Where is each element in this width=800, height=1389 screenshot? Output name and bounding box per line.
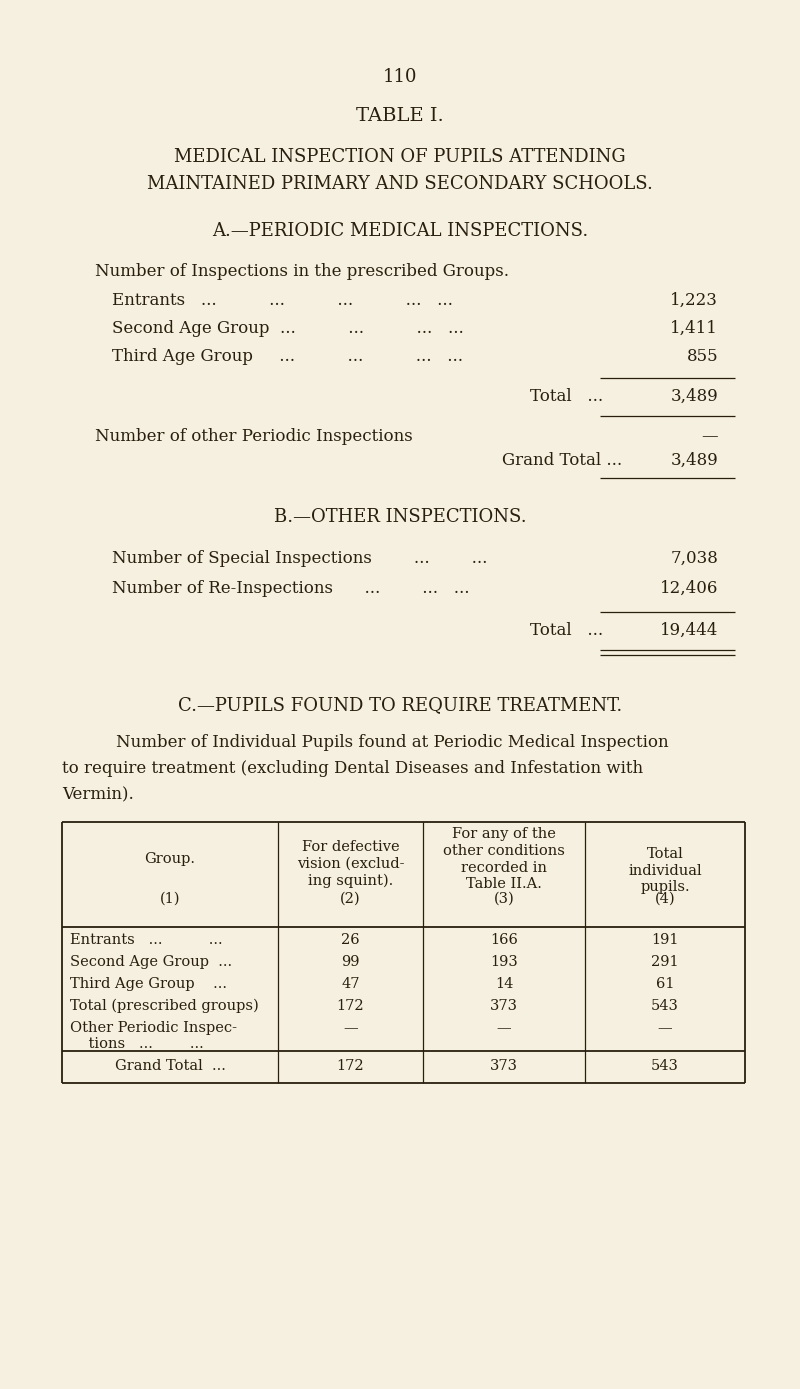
Text: 193: 193 (490, 956, 518, 970)
Text: For defective: For defective (302, 840, 399, 854)
Text: 543: 543 (651, 1058, 679, 1072)
Text: 191: 191 (651, 933, 678, 947)
Text: 1,223: 1,223 (670, 292, 718, 308)
Text: —: — (497, 1021, 511, 1035)
Text: 172: 172 (337, 999, 364, 1013)
Text: 3,489: 3,489 (670, 451, 718, 469)
Text: 12,406: 12,406 (660, 581, 718, 597)
Text: Table II.A.: Table II.A. (466, 876, 542, 890)
Text: Total   ...: Total ... (530, 388, 603, 406)
Text: (4): (4) (654, 892, 675, 906)
Text: 1,411: 1,411 (670, 319, 718, 338)
Text: Number of Individual Pupils found at Periodic Medical Inspection: Number of Individual Pupils found at Per… (95, 733, 669, 751)
Text: —: — (343, 1021, 358, 1035)
Text: Entrants   ...          ...: Entrants ... ... (70, 933, 222, 947)
Text: (1): (1) (160, 892, 180, 906)
Text: recorded in: recorded in (461, 861, 547, 875)
Text: other conditions: other conditions (443, 845, 565, 858)
Text: (3): (3) (494, 892, 514, 906)
Text: Vermin).: Vermin). (62, 786, 134, 803)
Text: 47: 47 (342, 976, 360, 990)
Text: For any of the: For any of the (452, 826, 556, 840)
Text: Group.: Group. (145, 851, 195, 865)
Text: 855: 855 (686, 349, 718, 365)
Text: Total   ...: Total ... (530, 622, 603, 639)
Text: 19,444: 19,444 (660, 622, 718, 639)
Text: A.—PERIODIC MEDICAL INSPECTIONS.: A.—PERIODIC MEDICAL INSPECTIONS. (212, 222, 588, 240)
Text: TABLE I.: TABLE I. (356, 107, 444, 125)
Text: (2): (2) (340, 892, 361, 906)
Text: Total (prescribed groups): Total (prescribed groups) (70, 999, 258, 1014)
Text: 3,489: 3,489 (670, 388, 718, 406)
Text: pupils.: pupils. (640, 881, 690, 895)
Text: 61: 61 (656, 976, 674, 990)
Text: ing squint).: ing squint). (308, 874, 393, 889)
Text: 99: 99 (342, 956, 360, 970)
Text: Other Periodic Inspec-: Other Periodic Inspec- (70, 1021, 237, 1035)
Text: tions   ...        ...: tions ... ... (70, 1038, 204, 1051)
Text: individual: individual (628, 864, 702, 878)
Text: —: — (702, 428, 718, 444)
Text: 291: 291 (651, 956, 679, 970)
Text: Grand Total ...: Grand Total ... (502, 451, 622, 469)
Text: Second Age Group  ...          ...          ...   ...: Second Age Group ... ... ... ... (112, 319, 464, 338)
Text: Number of Special Inspections        ...        ...: Number of Special Inspections ... ... (112, 550, 487, 567)
Text: Number of other Periodic Inspections: Number of other Periodic Inspections (95, 428, 413, 444)
Text: Second Age Group  ...: Second Age Group ... (70, 956, 232, 970)
Text: C.—PUPILS FOUND TO REQUIRE TREATMENT.: C.—PUPILS FOUND TO REQUIRE TREATMENT. (178, 696, 622, 714)
Text: vision (exclud-: vision (exclud- (297, 857, 404, 871)
Text: 373: 373 (490, 999, 518, 1013)
Text: 172: 172 (337, 1058, 364, 1072)
Text: Third Age Group    ...: Third Age Group ... (70, 976, 227, 990)
Text: to require treatment (excluding Dental Diseases and Infestation with: to require treatment (excluding Dental D… (62, 760, 643, 776)
Text: Number of Re-Inspections      ...        ...   ...: Number of Re-Inspections ... ... ... (112, 581, 470, 597)
Text: —: — (658, 1021, 672, 1035)
Text: Third Age Group     ...          ...          ...   ...: Third Age Group ... ... ... ... (112, 349, 463, 365)
Text: Grand Total  ...: Grand Total ... (114, 1058, 226, 1072)
Text: Number of Inspections in the prescribed Groups.: Number of Inspections in the prescribed … (95, 263, 509, 281)
Text: B.—OTHER INSPECTIONS.: B.—OTHER INSPECTIONS. (274, 508, 526, 526)
Text: 110: 110 (382, 68, 418, 86)
Text: 14: 14 (495, 976, 513, 990)
Text: 543: 543 (651, 999, 679, 1013)
Text: 373: 373 (490, 1058, 518, 1072)
Text: Total: Total (646, 847, 683, 861)
Text: 7,038: 7,038 (670, 550, 718, 567)
Text: MAINTAINED PRIMARY AND SECONDARY SCHOOLS.: MAINTAINED PRIMARY AND SECONDARY SCHOOLS… (147, 175, 653, 193)
Text: 166: 166 (490, 933, 518, 947)
Text: 26: 26 (341, 933, 360, 947)
Text: Entrants   ...          ...          ...          ...   ...: Entrants ... ... ... ... ... (112, 292, 453, 308)
Text: MEDICAL INSPECTION OF PUPILS ATTENDING: MEDICAL INSPECTION OF PUPILS ATTENDING (174, 149, 626, 167)
